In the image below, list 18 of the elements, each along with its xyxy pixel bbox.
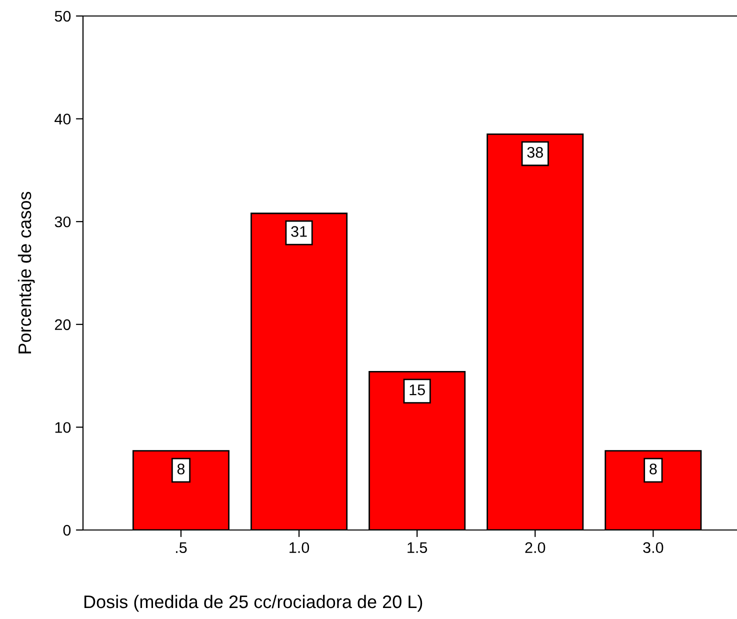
y-tick-label: 40 xyxy=(54,114,71,124)
y-axis-title: Porcentaje de casos xyxy=(18,192,35,354)
data-label: 31 xyxy=(291,226,307,237)
data-label: 38 xyxy=(527,146,543,158)
y-tick-label: 50 xyxy=(54,10,71,22)
data-label: 15 xyxy=(410,384,425,396)
x-axis-title: Dosis (medida de 25 cc/rociadora de 20 L) xyxy=(84,594,422,612)
data-label: 8 xyxy=(177,464,185,474)
y-tick-label: 0 xyxy=(63,524,71,536)
x-tick-label: 3.0 xyxy=(643,542,664,554)
x-tick-label: 2.0 xyxy=(525,542,546,554)
y-tick-label: 20 xyxy=(54,319,71,330)
x-tick-label: 1.0 xyxy=(290,542,310,554)
y-tick-label: 10 xyxy=(55,422,71,433)
y-tick-label: 30 xyxy=(54,216,71,228)
x-tick-label: 1.5 xyxy=(408,542,428,554)
data-label: 8 xyxy=(650,464,657,474)
x-tick-label: .5 xyxy=(176,542,187,554)
